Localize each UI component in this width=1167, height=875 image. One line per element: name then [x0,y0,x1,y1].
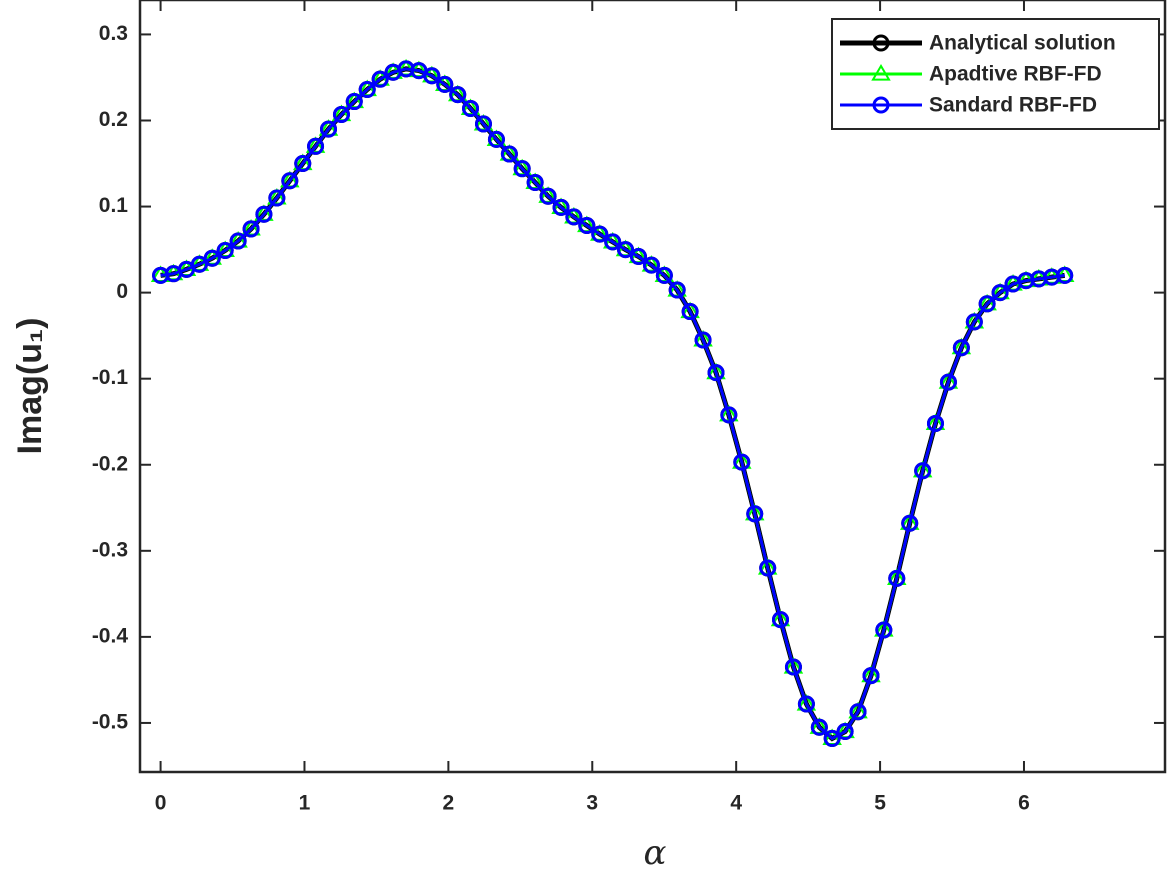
marker [784,658,802,676]
marker [229,232,247,250]
marker [849,703,867,721]
x-tick-label: 3 [586,792,598,815]
marker [307,137,325,155]
marker [371,70,389,88]
marker [681,303,699,321]
x-tick-label: 1 [299,792,311,815]
marker [1056,266,1074,284]
y-tick-label: -0.3 [92,538,128,561]
y-tick-label: -0.4 [92,624,129,647]
x-tick-label: 5 [874,792,886,815]
y-tick-label: 0.1 [99,194,129,217]
marker [926,414,944,432]
marker [991,284,1009,302]
marker [952,339,970,357]
marker [358,81,376,99]
y-tick-label: 0.2 [99,108,128,131]
marker [449,86,467,104]
plot-frame [138,0,1167,774]
legend-marker [872,34,890,52]
y-axis-label: Imag(u₁) [11,318,49,455]
marker [423,67,441,85]
marker [436,75,454,93]
marker [888,569,906,587]
legend-marker [872,96,890,114]
marker [823,729,841,747]
marker [759,559,777,577]
marker [720,406,738,424]
marker [526,173,544,191]
marker [978,295,996,313]
marker [462,99,480,117]
marker [203,249,221,267]
marker [875,621,893,639]
marker [345,93,363,111]
marker [771,611,789,629]
legend-label: Sandard RBF-FD [929,94,1097,117]
marker [914,462,932,480]
marker [604,233,622,251]
marker [281,172,299,190]
marker [320,120,338,138]
series [152,60,1074,747]
y-tick-label: 0 [116,280,128,303]
marker [591,225,609,243]
marker [629,247,647,265]
marker [797,695,815,713]
marker [617,241,635,259]
marker [642,256,660,274]
marker [578,216,596,234]
marker [668,281,686,299]
marker [487,130,505,148]
marker [733,453,751,471]
marker [268,189,286,207]
marker [255,205,273,223]
x-axis-label: α [644,833,667,873]
y-tick-label: 0.3 [99,22,128,45]
legend-label: Analytical solution [929,32,1116,55]
legend: Analytical solution Apadtive RBF-FD Sandar… [831,18,1160,130]
marker [694,331,712,349]
x-tick-label: 0 [155,792,167,815]
legend-marker [871,64,891,81]
marker [500,145,518,163]
marker [836,723,854,741]
marker [965,313,983,331]
x-tick-label: 2 [443,792,455,815]
y-tick-label: -0.1 [92,366,129,389]
marker [552,198,570,216]
marker [474,115,492,133]
marker [565,208,583,226]
y-tick-label: -0.2 [92,452,128,475]
marker [655,266,673,284]
marker [513,160,531,178]
marker [294,155,312,173]
marker [216,241,234,259]
marker [332,105,350,123]
x-tick-label: 6 [1018,792,1030,815]
marker [939,373,957,391]
marker [746,505,764,523]
marker [539,187,557,205]
marker [901,514,919,532]
legend-label: Apadtive RBF-FD [929,63,1102,86]
marker [810,718,828,736]
y-tick-label: -0.5 [92,710,129,733]
marker [707,364,725,382]
marker [242,220,260,238]
x-tick-label: 4 [730,792,742,815]
marker [862,667,880,685]
